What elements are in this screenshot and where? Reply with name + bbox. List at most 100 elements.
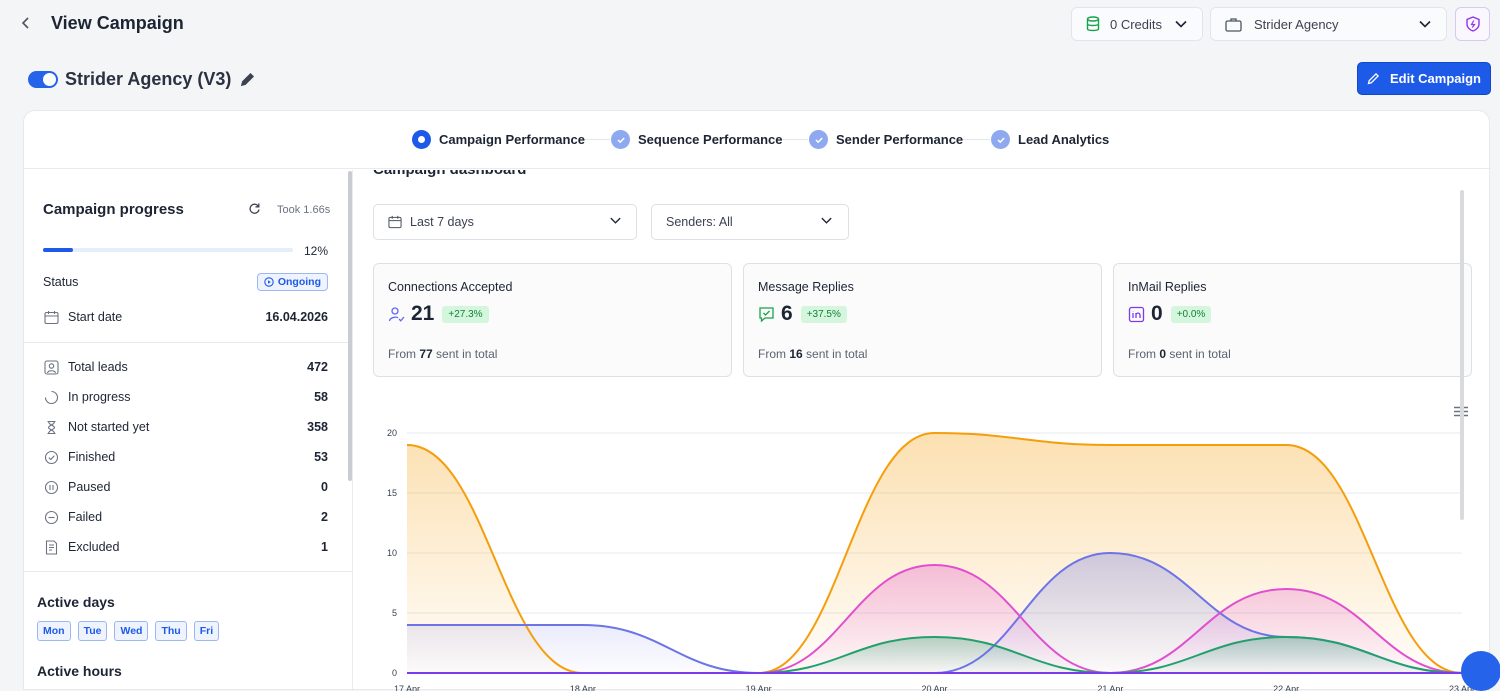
stat-value: 58 — [314, 390, 328, 404]
senders-value: Senders: All — [666, 215, 733, 229]
chat-widget-button[interactable] — [1461, 651, 1500, 691]
stat-value: 0 — [321, 480, 328, 494]
senders-dropdown[interactable]: Senders: All — [651, 204, 849, 240]
x-tick-label: 20 Apr — [921, 684, 947, 691]
x-tick-label: 21 Apr — [1097, 684, 1123, 691]
refresh-icon[interactable] — [248, 202, 261, 220]
credits-dropdown[interactable]: 0 Credits — [1071, 7, 1203, 41]
tab-campaign-performance[interactable]: Campaign Performance — [412, 130, 585, 149]
kpi-from-prefix: From — [758, 347, 786, 361]
stat-row-not-started-yet: Not started yet 358 — [43, 417, 328, 437]
edit-campaign-label: Edit Campaign — [1389, 71, 1481, 86]
kpi-change-badge: +27.3% — [442, 305, 489, 323]
progress-percent: 12% — [304, 244, 329, 258]
start-date-value: 16.04.2026 — [265, 310, 328, 324]
x-tick-label: 19 Apr — [746, 684, 772, 691]
active-day-chip: Tue — [77, 621, 108, 641]
tab-lead-analytics[interactable]: Lead Analytics — [991, 130, 1109, 149]
status-badge: Ongoing — [256, 273, 328, 291]
y-tick-label: 20 — [387, 428, 397, 438]
campaign-dashboard: Campaign dashboard Last 7 days Senders: … — [354, 170, 1490, 691]
tab-label: Campaign Performance — [439, 132, 585, 147]
pencil-icon — [1367, 72, 1380, 85]
kpi-value-row: 6 +37.5% — [758, 302, 847, 326]
pause-circle-icon — [43, 479, 60, 496]
chevron-left-icon[interactable] — [20, 14, 32, 35]
check-circle-icon — [43, 449, 60, 466]
stat-row-paused: Paused 0 — [43, 477, 328, 497]
kpi-from-prefix: From — [1128, 347, 1156, 361]
kpi-card-message-replies: Message Replies 6 +37.5% From 16 sent in to… — [743, 263, 1102, 377]
briefcase-icon — [1225, 17, 1242, 32]
tab-label: Sender Performance — [836, 132, 964, 147]
stat-label: Finished — [68, 450, 116, 464]
credits-label: 0 Credits — [1110, 16, 1163, 32]
kpi-from-value: 0 — [1159, 347, 1167, 361]
date-range-dropdown[interactable]: Last 7 days — [373, 204, 637, 240]
campaign-header: Strider Agency (V3) — [28, 64, 255, 94]
kpi-from-prefix: From — [388, 347, 416, 361]
chevron-down-icon — [820, 214, 833, 230]
x-tick-label: 22 Apr — [1273, 684, 1299, 691]
tab-sender-performance[interactable]: Sender Performance — [809, 130, 963, 149]
message-check-icon — [758, 306, 775, 323]
document-x-icon — [43, 539, 60, 556]
stat-row-finished: Finished 53 — [43, 447, 328, 467]
y-tick-label: 5 — [392, 608, 397, 618]
active-day-chip: Mon — [37, 621, 71, 641]
stat-row-excluded: Excluded 1 — [43, 537, 328, 557]
check-icon — [809, 130, 828, 149]
kpi-footnote: From 16 sent in total — [758, 347, 867, 361]
status-value: Ongoing — [277, 276, 321, 288]
edit-campaign-button[interactable]: Edit Campaign — [1357, 62, 1491, 95]
agency-dropdown[interactable]: Strider Agency — [1210, 7, 1447, 41]
dashboard-title: Campaign dashboard — [373, 170, 526, 178]
pencil-icon[interactable] — [240, 72, 255, 87]
tab-sequence-performance[interactable]: Sequence Performance — [611, 130, 783, 149]
y-tick-label: 0 — [392, 668, 397, 678]
progress-fill — [43, 248, 73, 252]
kpi-change-badge: +37.5% — [800, 305, 847, 323]
stat-value: 1 — [321, 540, 328, 554]
chevron-down-icon — [1174, 17, 1188, 34]
shield-icon — [1465, 16, 1480, 32]
top-bar: View Campaign 0 Credits Strider Agency — [0, 0, 1500, 50]
campaign-progress-title: Campaign progress — [43, 201, 184, 218]
sidebar-scrollbar[interactable] — [348, 171, 352, 481]
loading-circle-icon — [43, 389, 60, 406]
shield-button[interactable] — [1455, 7, 1490, 41]
kpi-label: Connections Accepted — [388, 280, 513, 294]
kpi-from-suffix: sent in total — [1169, 347, 1231, 361]
active-day-chip: Fri — [193, 621, 220, 641]
calendar-icon — [43, 309, 60, 326]
series-line-0[interactable] — [406, 431, 1463, 674]
active-days-title: Active days — [37, 594, 115, 610]
y-tick-label: 15 — [387, 488, 397, 498]
campaign-active-toggle[interactable] — [28, 70, 58, 88]
kpi-change-badge: +0.0% — [1170, 305, 1212, 323]
kpi-label: Message Replies — [758, 280, 854, 294]
main-scrollbar[interactable] — [1460, 190, 1464, 520]
chevron-down-icon — [1418, 17, 1432, 34]
progress-bar — [43, 248, 293, 252]
y-tick-label: 10 — [387, 548, 397, 558]
tab-label: Sequence Performance — [638, 132, 783, 147]
campaign-progress-panel: Campaign progress Took 1.66s 12% Status … — [24, 170, 353, 691]
stat-value: 472 — [307, 360, 328, 374]
activity-chart: 0 5 10 15 20 17 Apr 18 Apr 19 Apr 20 Apr 21 Apr 22… — [387, 428, 1474, 691]
x-tick-label: 17 Apr — [394, 684, 420, 691]
series-area-3 — [407, 637, 1462, 673]
stat-row-total-leads: Total leads 472 — [43, 357, 328, 377]
chevron-down-icon — [609, 214, 622, 230]
database-icon — [1086, 16, 1100, 32]
active-day-chip: Thu — [155, 621, 187, 641]
kpi-label: InMail Replies — [1128, 280, 1207, 294]
start-date-label: Start date — [68, 310, 123, 324]
kpi-value: 21 — [411, 302, 435, 325]
status-row: Status Ongoing — [43, 272, 328, 292]
page-title: View Campaign — [51, 13, 184, 33]
start-date-row: Start date 16.04.2026 — [43, 307, 328, 327]
stat-label: Not started yet — [68, 420, 150, 434]
kpi-value-row: 21 +27.3% — [388, 302, 489, 326]
campaign-name: Strider Agency (V3) — [65, 68, 232, 89]
